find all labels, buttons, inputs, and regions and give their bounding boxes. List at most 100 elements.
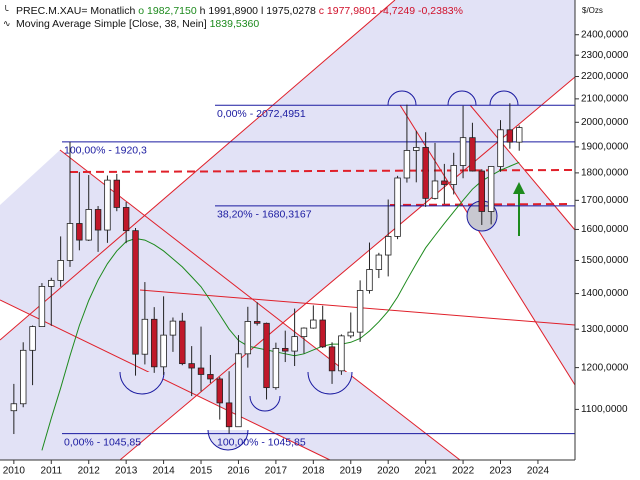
candle-body bbox=[384, 236, 392, 256]
candle-body bbox=[38, 286, 46, 327]
candle-body bbox=[282, 347, 289, 352]
fib-label: 0,00% - 1045,85 bbox=[64, 436, 141, 448]
plot bbox=[10, 103, 523, 451]
candle-body bbox=[253, 321, 261, 324]
change-percent: -0,2383% bbox=[418, 5, 463, 17]
unit-label: $/Ozs bbox=[582, 6, 603, 15]
trend-line bbox=[469, 104, 576, 231]
candle-body bbox=[57, 260, 64, 281]
candle-body bbox=[141, 318, 149, 355]
x-tick-label: 2022 bbox=[452, 466, 475, 477]
fib-label: 100,00% - 1920,3 bbox=[64, 145, 147, 157]
candle-body bbox=[188, 363, 195, 369]
candle-body bbox=[29, 326, 36, 351]
icon[interactable]: ∿ bbox=[3, 18, 11, 28]
low-value: l 1975,0278 bbox=[261, 5, 316, 17]
candle-body bbox=[431, 180, 439, 199]
interval: Monatlich bbox=[90, 5, 135, 17]
candle-body bbox=[132, 230, 139, 355]
candle-body bbox=[338, 335, 345, 372]
candle-body bbox=[48, 279, 55, 287]
x-tick-label: 2019 bbox=[340, 466, 363, 477]
candle-body bbox=[10, 403, 18, 412]
x-tick-label: 2010 bbox=[3, 466, 26, 477]
icon[interactable]: ╰ bbox=[3, 4, 9, 15]
y-tick-label: 1100,0000 bbox=[581, 404, 628, 415]
candle-body bbox=[291, 336, 298, 352]
ma-line: Moving Average Simple [Close, 38, Nein] … bbox=[16, 18, 259, 30]
ma-value: 1839,5360 bbox=[210, 18, 260, 30]
candle-body bbox=[403, 150, 411, 179]
axes: 1100,0000 1200,0000 1300,0000 1400,0000 1500… bbox=[3, 29, 629, 476]
candle-body bbox=[216, 378, 223, 404]
y-tick-label: 2100,0000 bbox=[581, 94, 629, 105]
bottom-arc bbox=[207, 429, 249, 451]
header-line: PREC.M.XAU= Monatlich o 1982,7150 h 1991… bbox=[16, 5, 463, 17]
y-tick-label: 2400,0000 bbox=[581, 29, 629, 40]
trend-line bbox=[399, 104, 576, 386]
y-tick-label: 1300,0000 bbox=[581, 324, 629, 335]
bottom-arc bbox=[249, 395, 281, 412]
candle-body bbox=[244, 321, 252, 355]
candle-body bbox=[94, 209, 102, 231]
x-tick-label: 2020 bbox=[377, 466, 400, 477]
candle-body bbox=[179, 320, 186, 365]
candle-body bbox=[356, 290, 364, 333]
fib-label: 100,00% - 1045,85 bbox=[217, 436, 306, 448]
candle-body bbox=[469, 137, 476, 172]
x-tick-label: 2016 bbox=[227, 466, 250, 477]
candle-body bbox=[441, 180, 448, 185]
x-tick-label: 2014 bbox=[152, 466, 175, 477]
x-tick-label: 2024 bbox=[527, 466, 550, 477]
y-tick-label: 2300,0000 bbox=[581, 50, 629, 61]
arrow-head bbox=[513, 182, 525, 194]
candle-body bbox=[66, 223, 74, 261]
candle-body bbox=[366, 269, 373, 291]
fib-label: 38,20% - 1680,3167 bbox=[217, 209, 312, 221]
high-value: h 1991,8900 bbox=[200, 5, 259, 17]
ma-name: Moving Average Simple bbox=[16, 18, 126, 30]
y-tick-label: 1700,0000 bbox=[581, 195, 629, 206]
candle-body bbox=[76, 223, 83, 241]
candle-body bbox=[263, 322, 270, 389]
y-tick-label: 1800,0000 bbox=[581, 168, 629, 179]
y-tick-label: 2000,0000 bbox=[581, 117, 629, 128]
top-arc bbox=[387, 90, 417, 106]
bottom-arc bbox=[307, 371, 353, 395]
candle-body bbox=[207, 374, 214, 380]
candle-body bbox=[328, 346, 336, 372]
fib-label: 0,00% - 2072,4951 bbox=[217, 108, 306, 120]
y-tick-label: 1900,0000 bbox=[581, 142, 629, 153]
candle-body bbox=[375, 254, 383, 270]
trend-line bbox=[59, 149, 461, 461]
open-value: o 1982,7150 bbox=[138, 5, 197, 17]
x-tick-label: 2021 bbox=[415, 466, 438, 477]
candle-body bbox=[160, 334, 167, 368]
candle-body bbox=[197, 367, 205, 375]
y-tick-label: 1400,0000 bbox=[581, 288, 629, 299]
candle-body bbox=[151, 318, 158, 368]
candle-body bbox=[478, 170, 485, 212]
candle-body bbox=[225, 402, 233, 428]
candle-body bbox=[422, 147, 429, 199]
y-tick-label: 2200,0000 bbox=[581, 71, 629, 82]
x-tick-label: 2018 bbox=[302, 466, 325, 477]
candle-body bbox=[413, 147, 420, 151]
top-arc bbox=[447, 90, 477, 106]
candle-body bbox=[113, 179, 121, 208]
candle-body bbox=[310, 319, 317, 329]
candle-body bbox=[459, 137, 467, 166]
candle-body bbox=[516, 127, 523, 143]
change-value: -4,7249 bbox=[379, 5, 415, 17]
x-tick-label: 2013 bbox=[115, 466, 138, 477]
candle-body bbox=[347, 331, 354, 337]
x-tick-label: 2012 bbox=[78, 466, 101, 477]
moving-average bbox=[41, 161, 520, 451]
ma-params: [Close, 38, Nein] bbox=[129, 18, 207, 30]
candle-body bbox=[300, 327, 308, 338]
y-tick-label: 1600,0000 bbox=[581, 224, 629, 235]
candle-body bbox=[169, 320, 177, 336]
y-tick-label: 1500,0000 bbox=[581, 255, 629, 266]
x-tick-label: 2015 bbox=[190, 466, 213, 477]
